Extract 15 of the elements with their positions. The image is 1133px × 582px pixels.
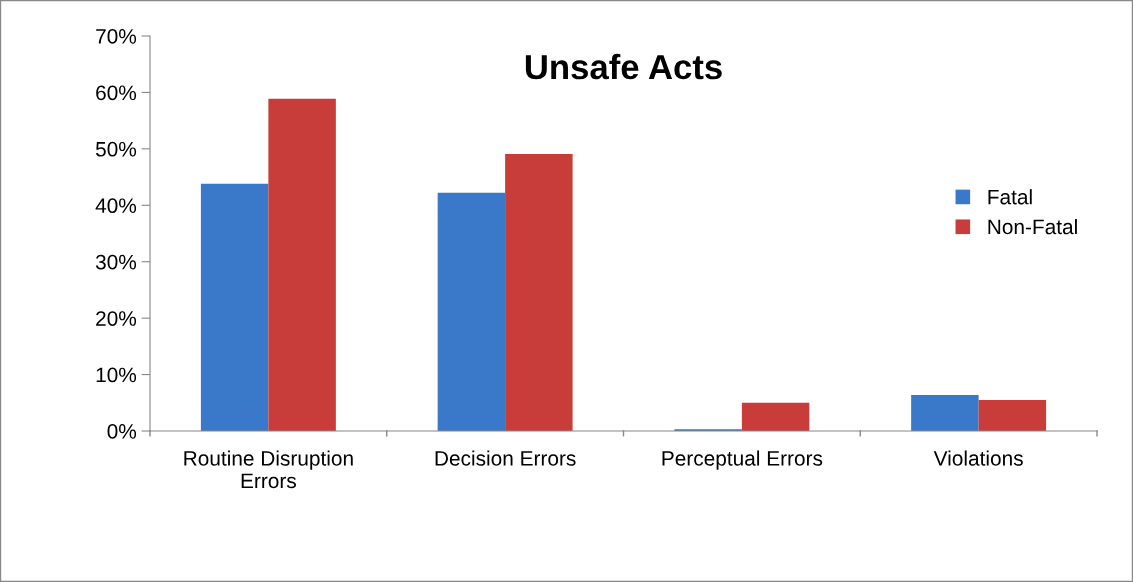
y-tick-label: 40% <box>95 198 137 214</box>
x-tick-label: Perceptual Errors <box>662 450 823 470</box>
legend-label: Fatal <box>988 189 1032 205</box>
y-tick-label: 50% <box>95 141 137 157</box>
x-tick-label: Violations <box>933 450 1023 466</box>
y-tick-label: 30% <box>95 254 137 270</box>
chart-title: Unsafe Acts <box>525 53 722 80</box>
y-tick-label: 0% <box>107 424 137 439</box>
y-tick-label: 20% <box>96 311 137 326</box>
x-tick-label: Decision Errors <box>435 450 576 466</box>
y-tick-label: 70% <box>96 29 137 44</box>
y-tick-label: 60% <box>96 85 137 101</box>
y-tick-label: 10% <box>96 367 137 383</box>
x-tick-label: Routine Disruption Errors <box>184 450 353 489</box>
legend-label: Non-Fatal <box>988 218 1077 235</box>
